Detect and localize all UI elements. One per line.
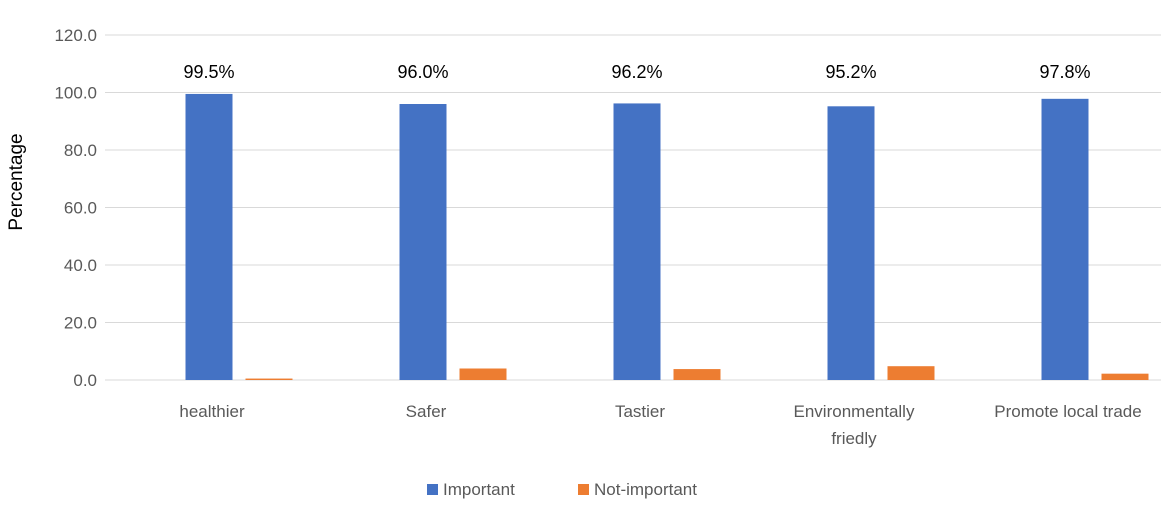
x-axis-categories: healthier Safer Tastier Environmentally frie…: [179, 402, 1141, 448]
y-tick-label: 60.0: [64, 199, 97, 218]
bar-important: [827, 106, 875, 381]
x-category-label: Environmentally: [794, 402, 915, 421]
y-tick-label: 40.0: [64, 256, 97, 275]
legend-label: Not-important: [594, 480, 697, 499]
data-label: 99.5%: [183, 62, 234, 82]
bar-important: [1041, 98, 1089, 380]
y-tick-label: 100.0: [54, 84, 97, 103]
y-axis-ticks: 0.0 20.0 40.0 60.0 80.0 100.0 120.0: [54, 26, 97, 390]
data-label: 96.0%: [397, 62, 448, 82]
bar-important: [185, 93, 233, 380]
data-label: 95.2%: [825, 62, 876, 82]
x-category-label: friedly: [831, 429, 877, 448]
bar-not-important: [245, 378, 293, 380]
y-tick-label: 80.0: [64, 141, 97, 160]
y-tick-label: 20.0: [64, 314, 97, 333]
x-category-label: Promote local trade: [994, 402, 1141, 421]
data-label: 96.2%: [611, 62, 662, 82]
bar-not-important: [459, 368, 507, 380]
y-axis-label: Percentage: [6, 133, 27, 230]
bars: [185, 93, 1149, 381]
bar-not-important: [673, 369, 721, 380]
y-tick-label: 0.0: [73, 371, 97, 390]
data-label: 97.8%: [1039, 62, 1090, 82]
legend-label: Important: [443, 480, 515, 499]
bar-not-important: [887, 366, 935, 380]
x-category-label: healthier: [179, 402, 245, 421]
bar-important: [613, 103, 661, 381]
data-labels: 99.5% 96.0% 96.2% 95.2% 97.8%: [183, 62, 1090, 82]
x-category-label: Tastier: [615, 402, 665, 421]
y-tick-label: 120.0: [54, 26, 97, 45]
bar-not-important: [1101, 373, 1149, 380]
legend: Important Not-important: [427, 480, 697, 499]
legend-swatch: [578, 484, 589, 495]
bar-important: [399, 104, 447, 380]
x-category-label: Safer: [406, 402, 447, 421]
legend-swatch: [427, 484, 438, 495]
